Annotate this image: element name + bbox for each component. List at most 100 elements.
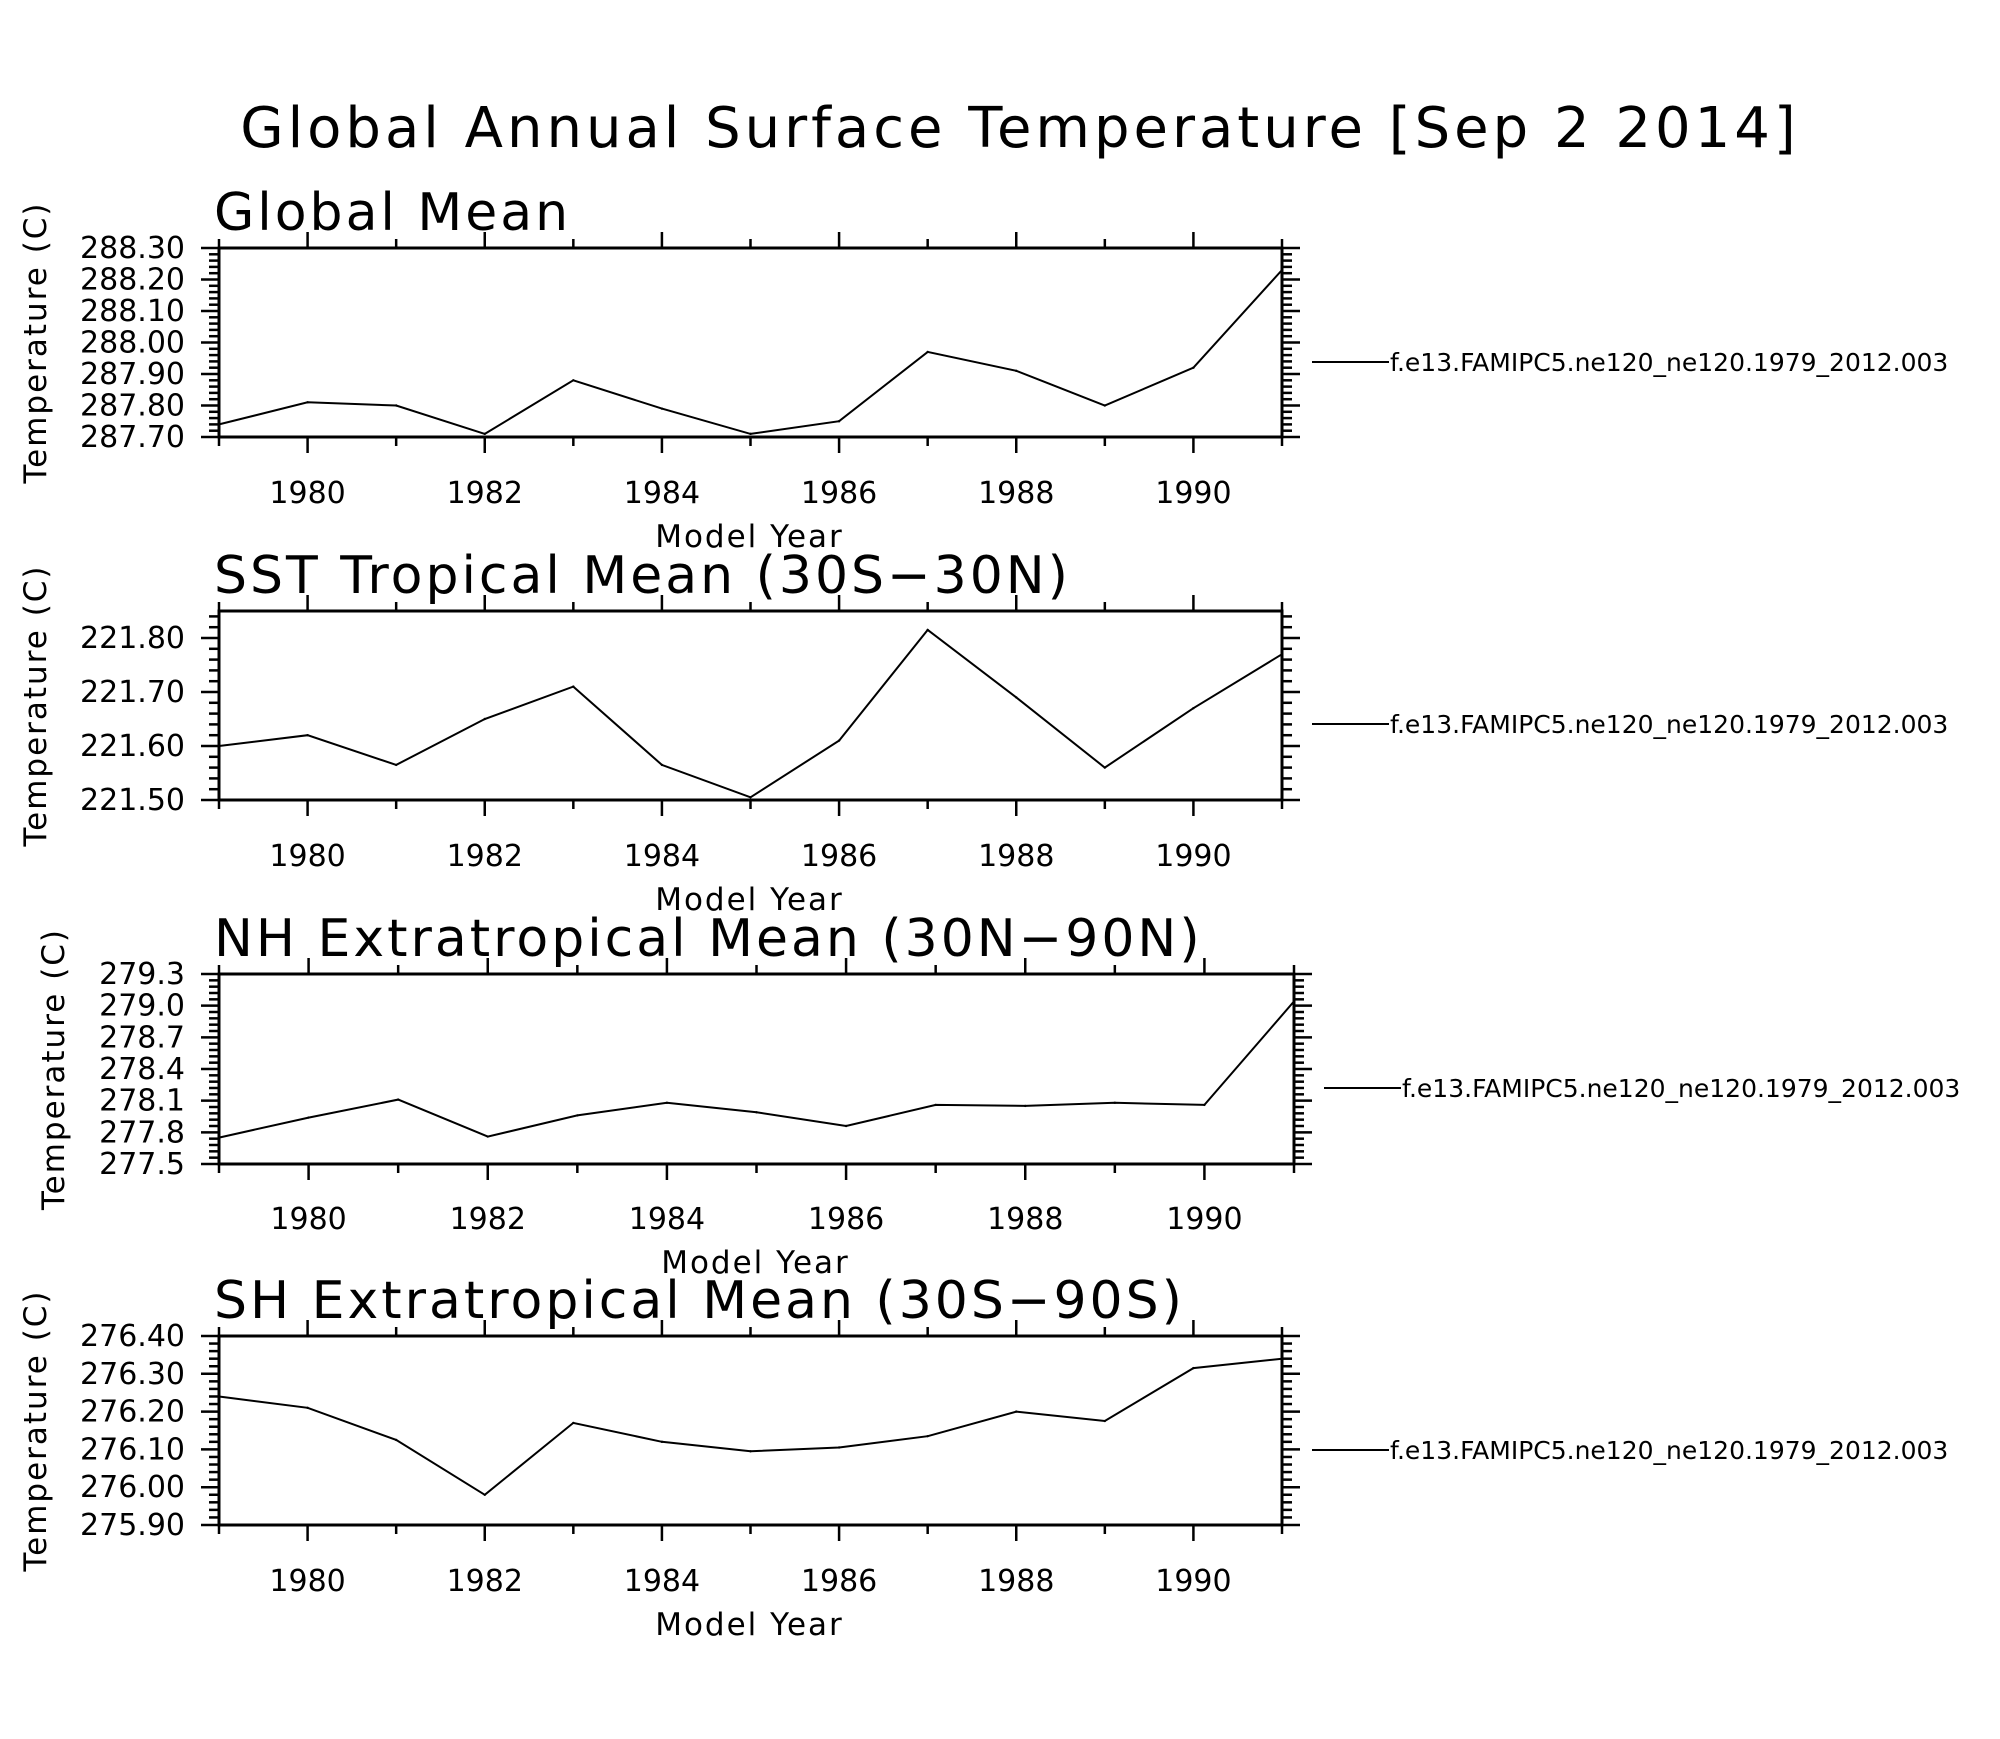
data-point — [934, 1103, 937, 1107]
x-tick-label: 1984 — [624, 476, 700, 511]
y-axis-label: Temperature (C) — [36, 928, 72, 1211]
y-tick-label: 279.3 — [99, 957, 185, 992]
data-point — [1015, 369, 1018, 373]
data-point — [394, 404, 398, 407]
x-tick-label: 1982 — [447, 1564, 523, 1599]
x-tick-label: 1980 — [270, 1202, 346, 1237]
y-tick-label: 221.50 — [80, 783, 185, 818]
data-point — [394, 763, 398, 767]
x-tick-label: 1984 — [629, 1202, 705, 1237]
data-point — [749, 432, 752, 436]
data-point — [1192, 707, 1195, 710]
x-tick-label: 1990 — [1166, 1202, 1242, 1237]
chart-panel-4: 1980 1982 1984 1986 1988 1990275.90276.00276.… — [18, 1271, 1948, 1643]
x-tick-label: 1988 — [978, 476, 1054, 511]
y-tick-label: 279.0 — [99, 989, 185, 1024]
data-point — [483, 717, 486, 721]
y-tick-label: 278.1 — [99, 1084, 185, 1119]
data-point — [483, 432, 486, 436]
data-point — [572, 379, 575, 382]
data-point — [306, 1406, 309, 1410]
data-point — [396, 1098, 400, 1101]
data-point — [217, 1136, 221, 1139]
data-point — [1015, 1410, 1018, 1413]
x-axis-label: Model Year — [655, 519, 844, 555]
data-point — [660, 407, 664, 410]
y-tick-label: 287.70 — [80, 420, 185, 455]
x-tick-label: 1986 — [801, 1564, 877, 1599]
y-tick-label: 275.90 — [80, 1508, 185, 1543]
x-axis-label: Model Year — [655, 882, 844, 918]
data-point — [1192, 1366, 1195, 1370]
series-line — [218, 1000, 1295, 1139]
y-tick-label: 221.70 — [80, 675, 185, 710]
y-axis-label: Temperature (C) — [18, 201, 54, 484]
x-tick-label: 1988 — [987, 1202, 1063, 1237]
data-point — [1280, 653, 1284, 656]
legend-label: f.e13.FAMIPC5.ne120_ne120.1979_2012.003 — [1390, 1436, 1948, 1465]
x-tick-label: 1980 — [269, 839, 345, 874]
data-point — [1292, 1000, 1296, 1003]
data-point — [926, 1434, 929, 1438]
data-point — [837, 739, 841, 742]
x-axis-label: Model Year — [655, 1607, 844, 1643]
data-point — [306, 734, 309, 737]
y-tick-label: 276.00 — [80, 1470, 185, 1505]
plot-frame — [217, 246, 1284, 439]
x-tick-label: 1980 — [269, 476, 345, 511]
data-point — [755, 1111, 758, 1114]
y-tick-label: 287.80 — [80, 389, 185, 424]
data-point — [844, 1124, 848, 1128]
x-axis-label: Model Year — [661, 1245, 850, 1281]
data-point — [1280, 268, 1284, 272]
x-tick-label: 1986 — [801, 839, 877, 874]
data-point — [749, 796, 752, 799]
x-tick-label: 1986 — [801, 476, 877, 511]
panel-title: NH Extratropical Mean (30N−90N) — [214, 909, 1203, 969]
series-line — [218, 1357, 1283, 1497]
y-tick-label: 276.10 — [80, 1432, 185, 1467]
data-point — [576, 1114, 579, 1117]
plot-frame — [217, 609, 1284, 802]
data-point — [486, 1135, 489, 1138]
data-point — [1103, 404, 1107, 407]
data-point — [307, 1116, 310, 1119]
y-tick-label: 221.60 — [80, 729, 185, 764]
data-point — [837, 1446, 841, 1449]
legend-label: f.e13.FAMIPC5.ne120_ne120.1979_2012.003 — [1390, 348, 1948, 377]
x-tick-label: 1980 — [269, 1564, 345, 1599]
data-point — [926, 628, 929, 632]
panel-title: SST Tropical Mean (30S−30N) — [214, 546, 1071, 606]
data-point — [306, 401, 309, 404]
y-tick-label: 288.20 — [80, 263, 185, 298]
data-point — [483, 1493, 486, 1496]
data-point — [660, 763, 664, 767]
data-point — [1203, 1103, 1206, 1107]
data-point — [217, 1395, 221, 1398]
y-tick-label: 221.80 — [80, 621, 185, 656]
data-point — [837, 420, 841, 423]
x-tick-label: 1982 — [447, 839, 523, 874]
x-tick-label: 1990 — [1155, 1564, 1231, 1599]
data-point — [217, 423, 221, 426]
data-point — [1024, 1104, 1027, 1108]
x-tick-label: 1982 — [447, 476, 523, 511]
data-point — [572, 685, 575, 688]
panel-title: SH Extratropical Mean (30S−90S) — [214, 1271, 1185, 1331]
x-tick-label: 1984 — [624, 839, 700, 874]
figure-title: Global Annual Surface Temperature [Sep 2… — [240, 96, 1800, 161]
data-point — [1015, 696, 1018, 699]
x-tick-label: 1986 — [808, 1202, 884, 1237]
panel-title: Global Mean — [214, 183, 571, 243]
legend-label: f.e13.FAMIPC5.ne120_ne120.1979_2012.003 — [1402, 1074, 1960, 1103]
y-tick-label: 277.8 — [99, 1115, 185, 1150]
y-tick-label: 276.40 — [80, 1319, 185, 1354]
y-axis-label: Temperature (C) — [18, 1289, 54, 1572]
x-tick-label: 1988 — [978, 1564, 1054, 1599]
data-point — [1280, 1357, 1284, 1360]
data-point — [572, 1421, 575, 1425]
y-tick-label: 288.00 — [80, 326, 185, 361]
y-axis-label: Temperature (C) — [18, 564, 54, 847]
y-tick-label: 277.5 — [99, 1147, 185, 1182]
